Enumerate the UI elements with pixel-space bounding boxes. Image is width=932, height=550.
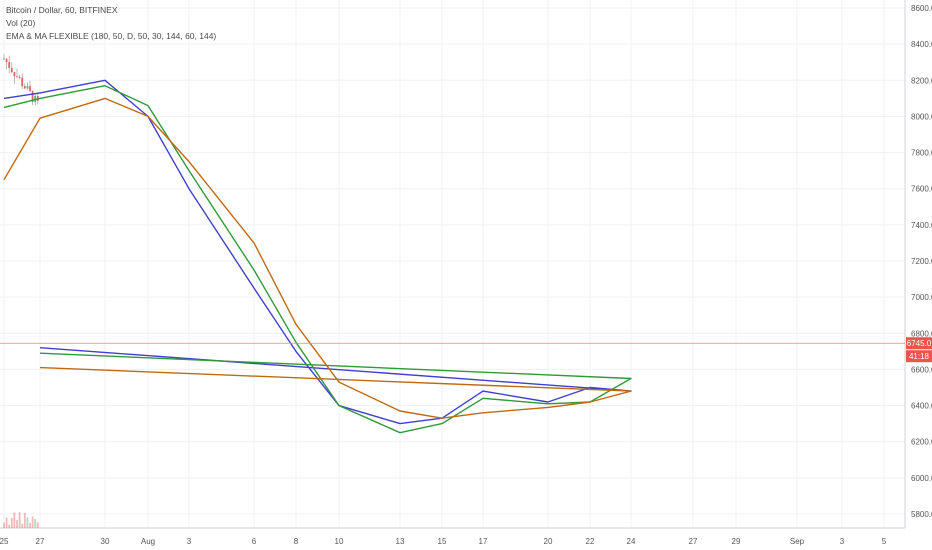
candle-body xyxy=(26,86,29,89)
countdown-value: 41:18 xyxy=(909,352,930,361)
volume-bar xyxy=(26,517,29,528)
x-tick-label: 15 xyxy=(438,537,447,546)
legend-indicator[interactable]: EMA & MA FLEXIBLE (180, 50, D, 50, 30, 1… xyxy=(6,31,217,41)
candle-body xyxy=(16,76,18,78)
y-tick-label: 7400.0 xyxy=(911,221,932,230)
x-tick-label: Aug xyxy=(141,537,155,546)
countdown-box xyxy=(906,350,932,363)
x-tick-label: 13 xyxy=(396,537,405,546)
price-tag-box xyxy=(906,337,932,350)
y-tick-label: 5800.0 xyxy=(911,510,932,519)
candle-body xyxy=(21,77,24,87)
y-tick-label: 6000.0 xyxy=(911,474,932,483)
volume-bar xyxy=(36,522,39,528)
candle-body xyxy=(10,67,13,73)
x-tick-label: 5 xyxy=(882,537,887,546)
ma-line-brown xyxy=(3,97,632,419)
x-tick-label: 20 xyxy=(544,537,553,546)
x-tick-label: 22 xyxy=(586,537,595,546)
volume-bar xyxy=(13,512,16,528)
volume-bar xyxy=(34,519,37,528)
y-tick-label: 6400.0 xyxy=(911,402,932,411)
volume-bar xyxy=(3,522,5,528)
x-tick-label: 3 xyxy=(187,537,192,546)
candle-body xyxy=(29,86,31,92)
candle-body xyxy=(23,86,26,89)
y-tick-label: 7600.0 xyxy=(911,185,932,194)
volume-bar xyxy=(31,516,34,528)
ema-line-blue xyxy=(3,79,632,425)
x-tick-label: 25 xyxy=(0,537,9,546)
x-tick-label: 30 xyxy=(101,537,110,546)
volume-bar xyxy=(10,518,13,528)
candle-body xyxy=(18,76,21,78)
volume-bar xyxy=(5,517,8,528)
volume-bar xyxy=(21,523,24,528)
y-tick-label: 8000.0 xyxy=(911,112,932,121)
volume-bar xyxy=(8,524,11,528)
x-tick-label: 8 xyxy=(294,537,299,546)
x-tick-label: 29 xyxy=(732,537,741,546)
ma-line-green xyxy=(3,85,632,434)
candle-body xyxy=(8,62,11,68)
legend: Bitcoin / Dollar, 60, BITFINEX Vol (20) … xyxy=(6,4,216,43)
volume-bar xyxy=(29,522,31,528)
y-tick-label: 8200.0 xyxy=(911,76,932,85)
y-tick-label: 6600.0 xyxy=(911,365,932,374)
x-tick-label: 3 xyxy=(840,537,845,546)
x-tick-label: 6 xyxy=(252,537,257,546)
volume-bar xyxy=(23,513,26,528)
x-tick-label: 17 xyxy=(479,537,488,546)
x-tick-label: 27 xyxy=(36,537,45,546)
candle-body xyxy=(5,58,8,63)
legend-volume[interactable]: Vol (20) xyxy=(6,18,36,28)
x-tick-label: 27 xyxy=(689,537,698,546)
legend-symbol[interactable]: Bitcoin / Dollar, 60, BITFINEX xyxy=(6,5,118,15)
x-tick-label: 10 xyxy=(335,537,344,546)
x-tick-label: Sep xyxy=(790,537,805,546)
y-tick-label: 7200.0 xyxy=(911,257,932,266)
candle-body xyxy=(13,72,16,77)
candle-body xyxy=(31,91,34,102)
volume-bar xyxy=(18,512,21,528)
y-tick-label: 7000.0 xyxy=(911,293,932,302)
x-tick-label: 24 xyxy=(627,537,636,546)
y-tick-label: 8400.0 xyxy=(911,40,932,49)
candle-body xyxy=(3,58,5,60)
volume-bar xyxy=(16,520,18,528)
y-tick-label: 7800.0 xyxy=(911,149,932,158)
y-tick-label: 8600.0 xyxy=(911,4,932,13)
y-tick-label: 6800.0 xyxy=(911,329,932,338)
price-tag-value: 6745.0 xyxy=(907,339,932,348)
y-tick-label: 6200.0 xyxy=(911,438,932,447)
